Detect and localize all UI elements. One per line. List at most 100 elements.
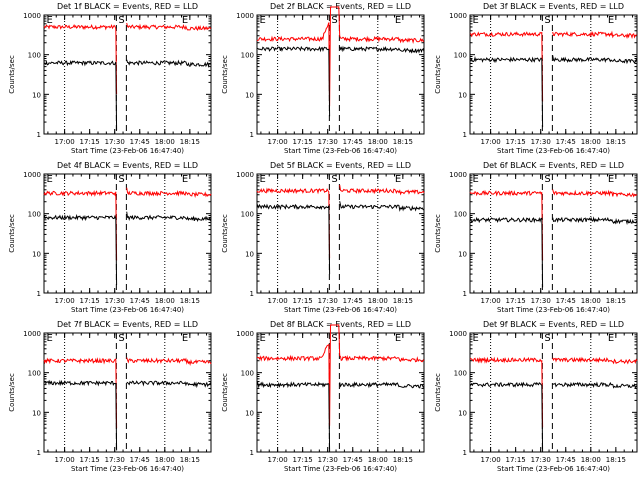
y-tick-label: 1	[463, 290, 467, 298]
y-axis-label: Counts/sec	[434, 373, 442, 412]
marker-label-e: E	[182, 333, 188, 344]
marker-label-s: S	[544, 333, 550, 344]
marker-label-s: S	[544, 15, 550, 26]
y-axis-label: Counts/sec	[221, 214, 229, 253]
x-tick-label: 17:30	[318, 456, 338, 464]
marker-label-e: E	[260, 15, 266, 26]
y-tick-label: 1	[250, 131, 254, 139]
y-tick-label: 1000	[449, 330, 467, 338]
x-tick-label: 18:00	[368, 456, 388, 464]
x-tick-label: 18:00	[155, 297, 175, 305]
y-tick-label: 10	[245, 409, 254, 417]
series-line-events	[256, 201, 425, 275]
marker-label-s: S	[118, 333, 124, 344]
y-tick-label: 1000	[23, 330, 41, 338]
x-tick-label: 18:15	[180, 456, 200, 464]
y-tick-label: 1000	[23, 171, 41, 179]
y-tick-label: 1000	[449, 12, 467, 20]
y-tick-label: 10	[458, 250, 467, 258]
series-line-events	[469, 381, 638, 453]
y-tick-label: 1000	[236, 171, 254, 179]
x-axis-label: Start Time (23-Feb-06 16:47:40)	[284, 465, 397, 473]
marker-label-s: S	[331, 174, 337, 185]
x-tick-label: 18:15	[606, 297, 626, 305]
x-axis-label: Start Time (23-Feb-06 16:47:40)	[71, 147, 184, 155]
panel-title: Det 2f BLACK = Events, RED = LLD	[270, 2, 411, 11]
marker-label-e: E	[260, 174, 266, 185]
x-tick-label: 17:45	[343, 456, 363, 464]
y-tick-label: 100	[28, 211, 41, 219]
marker-label-e: E	[608, 15, 614, 26]
x-tick-label: 17:15	[293, 138, 313, 146]
x-tick-label: 17:15	[506, 138, 526, 146]
x-tick-label: 17:00	[268, 138, 288, 146]
series-line-lld	[256, 324, 425, 426]
y-tick-label: 10	[32, 409, 41, 417]
y-tick-label: 100	[241, 370, 254, 378]
x-tick-label: 17:30	[531, 456, 551, 464]
y-tick-label: 1	[37, 449, 41, 457]
panel-det-5: Det 5f BLACK = Events, RED = LLD 1 10 100 10…	[221, 161, 425, 314]
panel-det-3: Det 3f BLACK = Events, RED = LLD 1 10 100 10…	[434, 2, 638, 155]
x-tick-label: 17:00	[55, 138, 75, 146]
series-line-lld	[256, 6, 425, 107]
x-tick-label: 18:00	[368, 138, 388, 146]
plot-frame	[469, 14, 638, 135]
series-line-lld	[43, 357, 212, 429]
x-tick-label: 17:00	[481, 138, 501, 146]
plot-frame	[256, 332, 425, 453]
x-tick-label: 17:45	[130, 138, 150, 146]
series-line-lld	[469, 356, 638, 428]
x-tick-label: 18:00	[581, 456, 601, 464]
x-tick-label: 17:45	[556, 138, 576, 146]
y-axis-label: Counts/sec	[221, 373, 229, 412]
y-tick-label: 100	[28, 370, 41, 378]
marker-label-e: E	[47, 15, 53, 26]
y-tick-label: 1000	[236, 330, 254, 338]
y-tick-label: 10	[245, 91, 254, 99]
marker-label-s: S	[118, 15, 124, 26]
y-tick-label: 1	[463, 449, 467, 457]
y-tick-label: 10	[458, 409, 467, 417]
x-tick-label: 17:00	[268, 456, 288, 464]
y-tick-label: 10	[32, 250, 41, 258]
series-line-events	[256, 381, 425, 453]
panel-title: Det 1f BLACK = Events, RED = LLD	[57, 2, 198, 11]
x-tick-label: 17:00	[481, 456, 501, 464]
y-tick-label: 1000	[449, 171, 467, 179]
panel-det-1: Det 1f BLACK = Events, RED = LLD 1 10 100 10…	[8, 2, 212, 155]
x-tick-label: 18:15	[393, 297, 413, 305]
x-tick-label: 17:15	[293, 297, 313, 305]
y-tick-label: 100	[454, 211, 467, 219]
x-tick-label: 17:15	[293, 456, 313, 464]
y-tick-label: 1000	[236, 12, 254, 20]
series-line-events	[44, 379, 212, 451]
y-tick-label: 10	[245, 250, 254, 258]
marker-label-e: E	[473, 333, 479, 344]
x-tick-label: 17:15	[80, 138, 100, 146]
x-tick-label: 18:00	[368, 297, 388, 305]
series-line-lld	[469, 30, 638, 102]
series-line-events	[256, 45, 425, 117]
x-axis-label: Start Time (23-Feb-06 16:47:40)	[71, 306, 184, 314]
marker-label-s: S	[331, 15, 337, 26]
x-tick-label: 17:15	[80, 456, 100, 464]
x-tick-label: 17:00	[481, 297, 501, 305]
plot-frame	[256, 14, 425, 135]
marker-label-e: E	[395, 174, 401, 185]
x-tick-label: 17:30	[105, 297, 125, 305]
series-line-lld	[256, 184, 425, 259]
y-tick-label: 1	[37, 290, 41, 298]
x-tick-label: 17:15	[506, 297, 526, 305]
y-tick-label: 1	[463, 131, 467, 139]
y-tick-label: 1	[250, 290, 254, 298]
series-line-events	[43, 59, 212, 131]
x-tick-label: 18:00	[581, 297, 601, 305]
y-tick-label: 10	[32, 91, 41, 99]
x-tick-label: 17:30	[531, 138, 551, 146]
x-tick-label: 18:15	[393, 456, 413, 464]
y-tick-label: 1	[250, 449, 254, 457]
series-line-lld	[43, 187, 212, 261]
x-axis-label: Start Time (23-Feb-06 16:47:40)	[71, 465, 184, 473]
